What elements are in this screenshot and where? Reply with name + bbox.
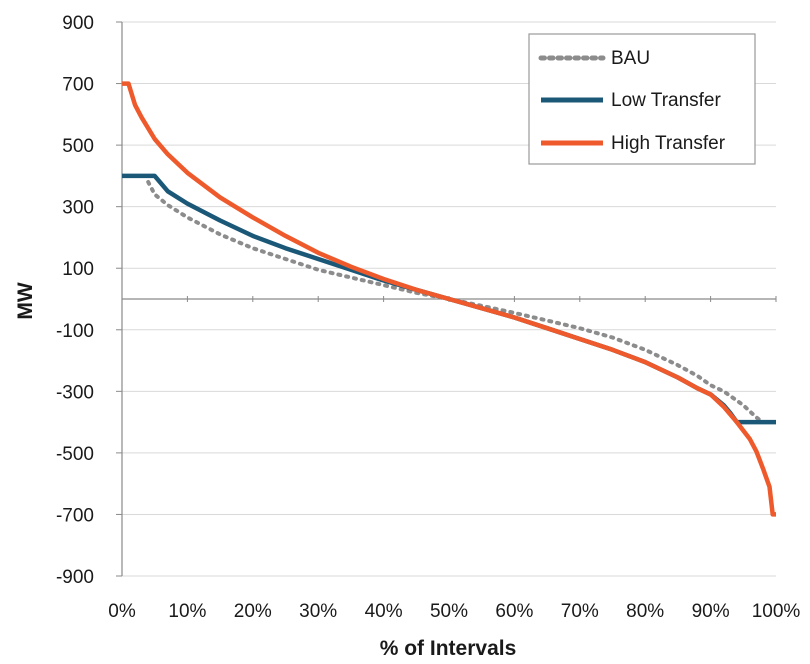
x-tick-label-6: 60%	[495, 601, 533, 622]
y-tick-label-0: 900	[62, 13, 94, 34]
tick-labels: 900 700 500 300 100 -100 -300 -500 -700 -900 0% 10%…	[56, 13, 800, 622]
x-tick-label-2: 20%	[234, 601, 272, 622]
x-tick-label-0: 0%	[108, 601, 136, 622]
series-line-bau	[146, 180, 765, 425]
legend: BAU Low Transfer High Transfer	[528, 33, 756, 165]
y-tick-label-6: -300	[56, 382, 94, 403]
y-axis-title: MW	[14, 282, 37, 319]
series-lines	[122, 81, 776, 517]
x-axis-title: % of Intervals	[380, 637, 517, 660]
y-tick-label-4: 100	[62, 259, 94, 280]
x-tick-label-1: 10%	[168, 601, 206, 622]
y-tick-label-9: -900	[56, 567, 94, 588]
x-tick-label-7: 70%	[561, 601, 599, 622]
y-tick-label-7: -500	[56, 444, 94, 465]
y-tick-label-5: -100	[56, 321, 94, 342]
x-tick-label-4: 40%	[365, 601, 403, 622]
legend-label-low-transfer: Low Transfer	[611, 90, 721, 111]
x-tick-label-8: 80%	[626, 601, 664, 622]
y-tick-label-3: 300	[62, 198, 94, 219]
legend-label-bau: BAU	[611, 48, 650, 69]
x-tick-label-10: 100%	[752, 601, 801, 622]
x-tick-label-9: 90%	[692, 601, 730, 622]
y-tick-label-2: 500	[62, 136, 94, 157]
x-tick-label-5: 50%	[430, 601, 468, 622]
series-line-high-transfer	[122, 81, 776, 517]
y-tick-label-8: -700	[56, 505, 94, 526]
legend-label-high-transfer: High Transfer	[611, 133, 726, 154]
y-tick-label-1: 700	[62, 75, 94, 96]
x-tick-label-3: 30%	[299, 601, 337, 622]
